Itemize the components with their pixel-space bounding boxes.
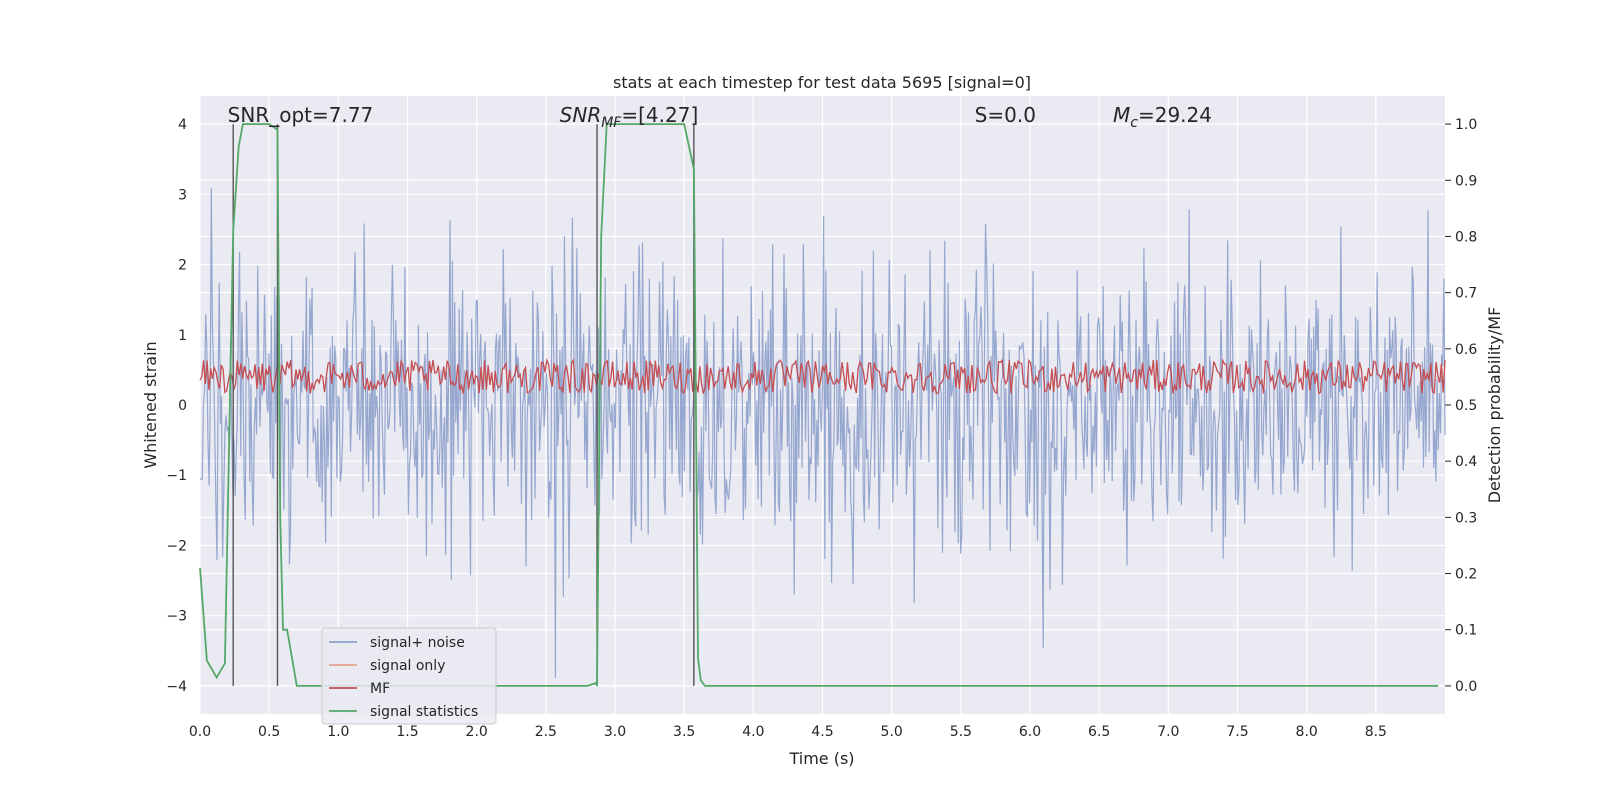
legend-label: MF <box>370 681 390 697</box>
annotation-3: Mc=29.24 <box>1113 103 1212 131</box>
x-tick-label: 6.5 <box>1088 724 1110 740</box>
y-right-tick-label: 1.0 <box>1455 117 1477 133</box>
y-tick-label: 2 <box>178 258 187 274</box>
y-right-tick-label: 0.4 <box>1455 454 1477 470</box>
legend-box <box>321 627 497 725</box>
y-right-axis-ticks: 0.0 0.1 0.2 0.3 0.4 0.5 0.6 0.7 0.8 0.9 1.0 <box>1445 117 1477 695</box>
mf-line <box>199 357 1446 395</box>
y-right-tick-label: 0.6 <box>1455 342 1477 358</box>
x-tick-label: 0.5 <box>258 724 280 740</box>
annotation-1: SNRMF=[4.27] <box>560 103 699 131</box>
x-tick-label: 3.5 <box>673 724 695 740</box>
y-axis-label: Whitened strain <box>141 341 160 468</box>
y-right-tick-label: 0.9 <box>1455 173 1477 189</box>
signal-noise-line <box>199 187 1446 679</box>
y-tick-label: 4 <box>178 117 187 133</box>
y-right-tick-label: 0.7 <box>1455 286 1477 302</box>
x-tick-label: 1.0 <box>327 724 349 740</box>
y-axis-ticks: −4 −3 −2 −1 0 1 2 3 4 <box>166 117 187 695</box>
y-right-tick-label: 0.5 <box>1455 398 1477 414</box>
legend: signal+ noise signal only MF signal statist… <box>321 627 497 725</box>
legend-label: signal+ noise <box>370 635 465 651</box>
y-right-tick-label: 0.8 <box>1455 229 1477 245</box>
y-right-axis-label: Detection probability/MF <box>1485 307 1504 504</box>
x-tick-label: 3.0 <box>604 724 626 740</box>
x-tick-label: 7.5 <box>1226 724 1248 740</box>
x-tick-label: 5.0 <box>881 724 903 740</box>
chart-title: stats at each timestep for test data 569… <box>613 73 1031 92</box>
annotation-2: S=0.0 <box>975 103 1036 127</box>
x-tick-label: 0.0 <box>189 724 211 740</box>
y-tick-label: 1 <box>178 328 187 344</box>
x-tick-label: 4.5 <box>811 724 833 740</box>
x-tick-label: 1.5 <box>396 724 418 740</box>
legend-label: signal only <box>370 658 445 674</box>
x-tick-label: 5.5 <box>950 724 972 740</box>
y-tick-label: −2 <box>166 538 187 554</box>
annotations: SNR_opt=7.77 SNRMF=[4.27] S=0.0 Mc=29.24 <box>228 103 1212 131</box>
y-tick-label: −3 <box>166 609 187 625</box>
y-right-tick-label: 0.0 <box>1455 679 1477 695</box>
series-signal-noise <box>199 187 1446 679</box>
y-right-tick-label: 0.2 <box>1455 567 1477 583</box>
series-mf <box>199 357 1446 395</box>
x-axis-ticks: 0.0 0.5 1.0 1.5 2.0 2.5 3.0 3.5 4.0 4.5 5.0 5.5 6.0 6… <box>189 724 1387 740</box>
series-signal-statistics <box>199 123 1439 687</box>
y-tick-label: −1 <box>166 468 187 484</box>
legend-label: signal statistics <box>370 704 478 720</box>
y-right-tick-label: 0.3 <box>1455 510 1477 526</box>
x-tick-label: 8.0 <box>1296 724 1318 740</box>
y-tick-label: 3 <box>178 187 187 203</box>
x-tick-label: 4.0 <box>742 724 764 740</box>
y-right-tick-label: 0.1 <box>1455 623 1477 639</box>
y-tick-label: −4 <box>166 679 187 695</box>
signal-statistics-line <box>199 123 1439 687</box>
x-tick-label: 2.5 <box>535 724 557 740</box>
annotation-0: SNR_opt=7.77 <box>228 103 374 127</box>
x-axis-label: Time (s) <box>788 749 854 768</box>
x-tick-label: 8.5 <box>1365 724 1387 740</box>
x-tick-label: 7.0 <box>1157 724 1179 740</box>
x-tick-label: 2.0 <box>466 724 488 740</box>
y-tick-label: 0 <box>178 398 187 414</box>
x-tick-label: 6.0 <box>1019 724 1041 740</box>
